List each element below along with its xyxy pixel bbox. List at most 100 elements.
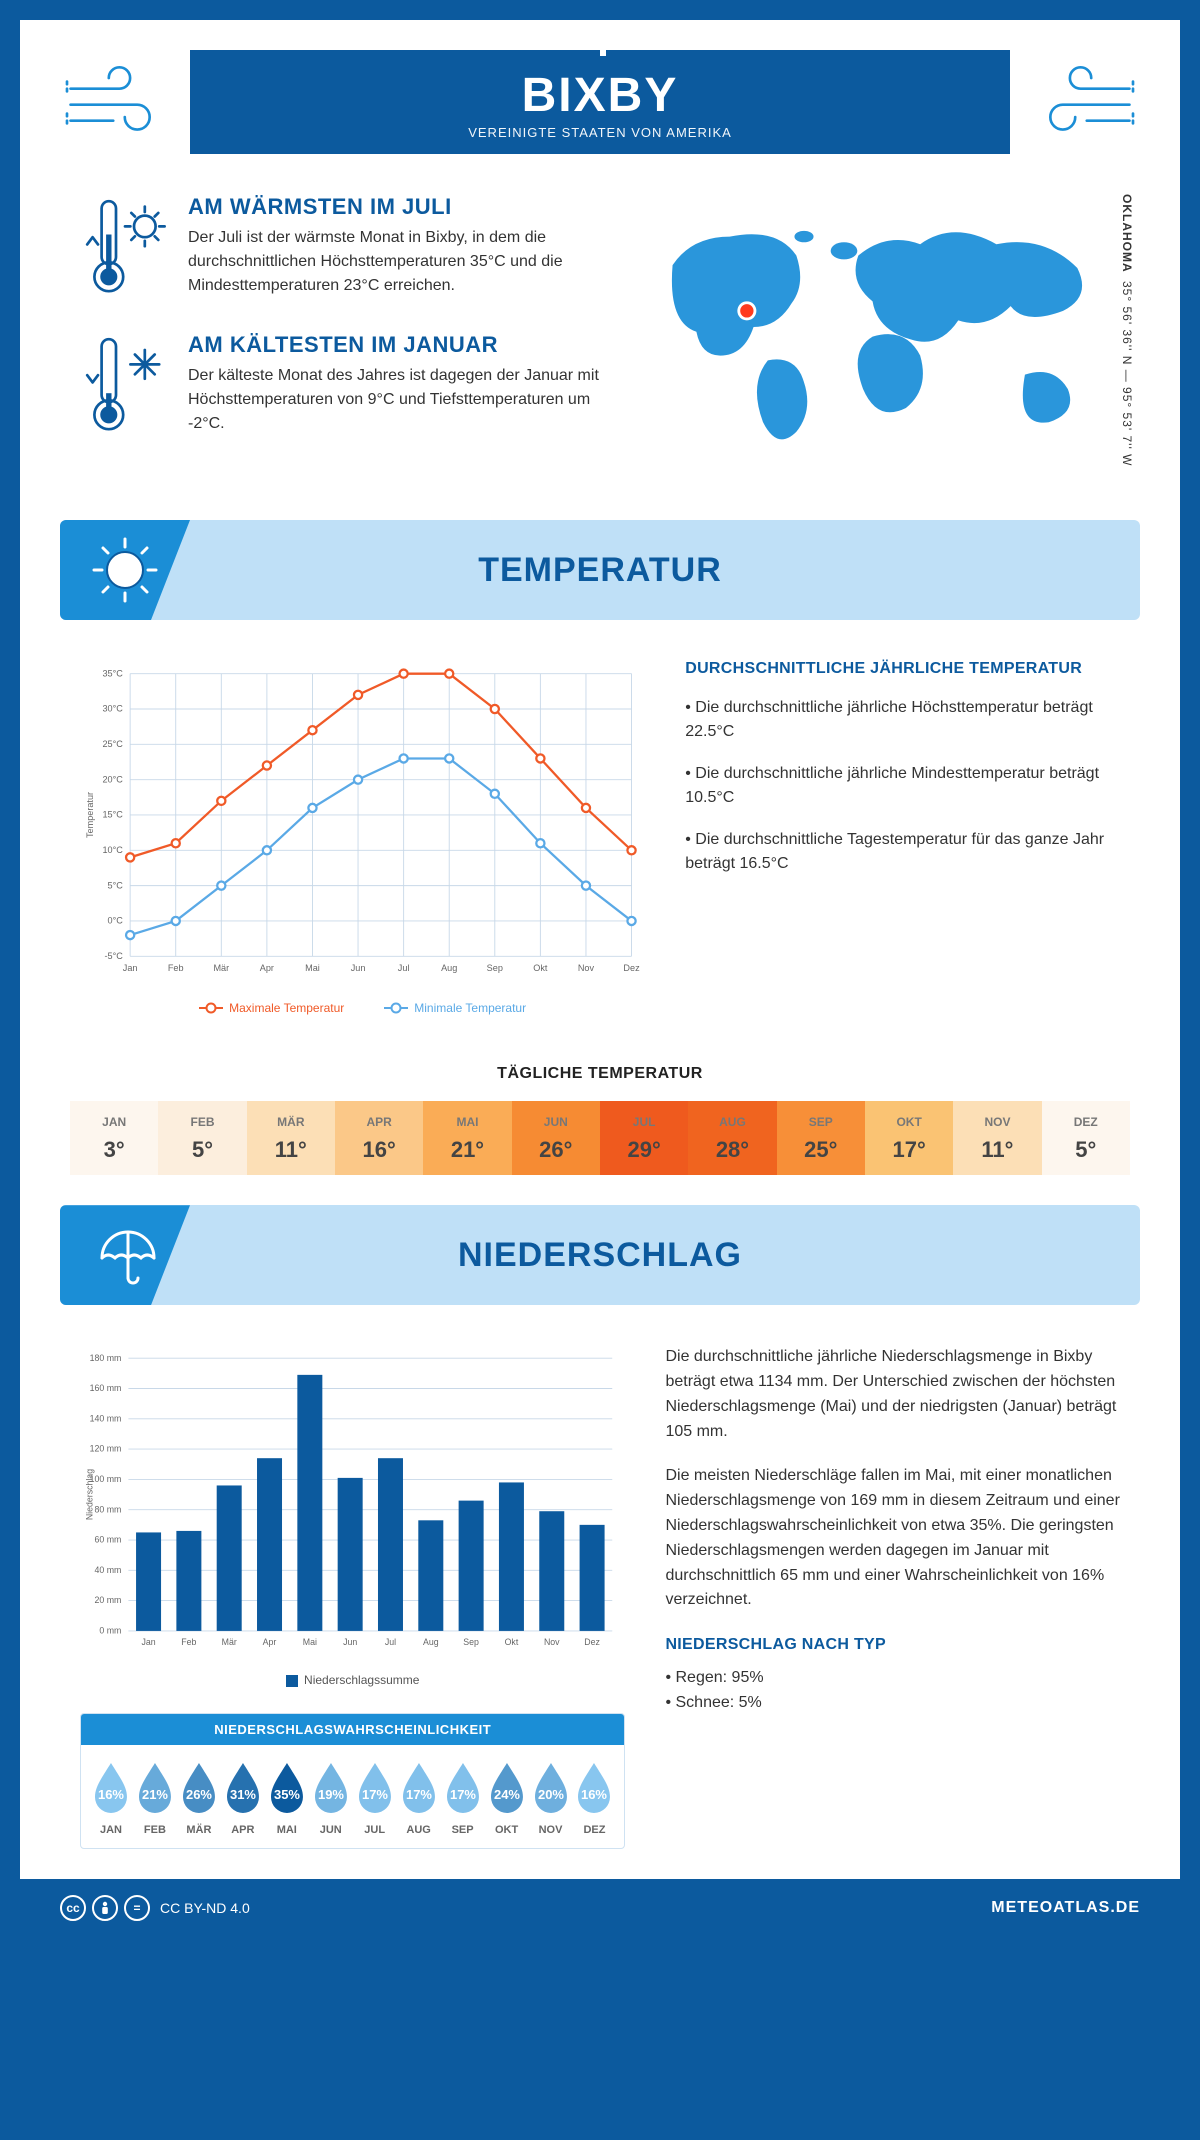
svg-text:180 mm: 180 mm	[90, 1353, 122, 1363]
svg-text:15°C: 15°C	[102, 810, 123, 820]
daily-temp-heatrow: JAN3°FEB5°MÄR11°APR16°MAI21°JUN26°JUL29°…	[70, 1101, 1130, 1175]
temp-chart-wrap: -5°C0°C5°C10°C15°C20°C25°C30°C35°CJanFeb…	[80, 660, 645, 1015]
temp-bullet-0: • Die durchschnittliche jährliche Höchst…	[685, 696, 1120, 744]
precip-prob-row: 16%JAN21%FEB26%MÄR31%APR35%MAI19%JUN17%J…	[81, 1745, 624, 1848]
svg-text:16%: 16%	[98, 1787, 124, 1802]
coordinates: OKLAHOMA 35° 56' 36'' N — 95° 53' 7'' W	[1120, 194, 1134, 470]
intro-row: AM WÄRMSTEN IM JULI Der Juli ist der wär…	[20, 154, 1180, 500]
svg-text:Nov: Nov	[578, 963, 595, 973]
svg-text:Jul: Jul	[398, 963, 410, 973]
by-icon	[92, 1895, 118, 1921]
heat-cell: AUG28°	[688, 1101, 776, 1175]
precip-left: 0 mm20 mm40 mm60 mm80 mm100 mm120 mm140 …	[80, 1345, 625, 1849]
svg-text:60 mm: 60 mm	[95, 1535, 122, 1545]
fact-warmest: AM WÄRMSTEN IM JULI Der Juli ist der wär…	[80, 194, 604, 302]
svg-text:Niederschlag: Niederschlag	[84, 1469, 94, 1520]
svg-text:Jun: Jun	[351, 963, 366, 973]
svg-text:40 mm: 40 mm	[95, 1565, 122, 1575]
license: cc = CC BY-ND 4.0	[60, 1895, 250, 1921]
precip-body: 0 mm20 mm40 mm60 mm80 mm100 mm120 mm140 …	[20, 1305, 1180, 1879]
prob-drop: 26%MÄR	[179, 1759, 219, 1836]
svg-text:10°C: 10°C	[102, 845, 123, 855]
svg-text:Sep: Sep	[487, 963, 503, 973]
nd-icon: =	[124, 1895, 150, 1921]
prob-drop: 19%JUN	[311, 1759, 351, 1836]
map-column: OKLAHOMA 35° 56' 36'' N — 95° 53' 7'' W	[644, 194, 1120, 470]
heat-cell: APR16°	[335, 1101, 423, 1175]
svg-text:26%: 26%	[186, 1787, 212, 1802]
prob-drop: 21%FEB	[135, 1759, 175, 1836]
legend-min: Minimale Temperatur	[384, 1001, 526, 1015]
precip-text: Die durchschnittliche jährliche Niedersc…	[665, 1345, 1120, 1715]
temperature-body: -5°C0°C5°C10°C15°C20°C25°C30°C35°CJanFeb…	[20, 620, 1180, 1035]
svg-text:20°C: 20°C	[102, 774, 123, 784]
world-map-icon	[644, 208, 1120, 456]
svg-text:17%: 17%	[406, 1787, 432, 1802]
fact-coldest: AM KÄLTESTEN IM JANUAR Der kälteste Mona…	[80, 332, 604, 440]
prob-drop: 17%AUG	[399, 1759, 439, 1836]
page-title: BIXBY	[210, 68, 990, 123]
svg-text:17%: 17%	[450, 1787, 476, 1802]
precip-bytype-1: • Schnee: 5%	[665, 1691, 1120, 1716]
fact-warmest-body: Der Juli ist der wärmste Monat in Bixby,…	[188, 226, 604, 298]
heat-cell: NOV11°	[953, 1101, 1041, 1175]
prob-drop: 16%DEZ	[574, 1759, 614, 1836]
precip-prob-box: NIEDERSCHLAGSWAHRSCHEINLICHKEIT 16%JAN21…	[80, 1713, 625, 1849]
banner-precip: NIEDERSCHLAG	[60, 1205, 1140, 1305]
svg-text:25°C: 25°C	[102, 739, 123, 749]
heat-cell: JUL29°	[600, 1101, 688, 1175]
wind-icon-right	[1030, 62, 1140, 142]
temperature-line-chart: -5°C0°C5°C10°C15°C20°C25°C30°C35°CJanFeb…	[80, 660, 645, 988]
cc-icon: cc	[60, 1895, 86, 1921]
precip-para-0: Die durchschnittliche jährliche Niedersc…	[665, 1345, 1120, 1444]
svg-text:Jan: Jan	[123, 963, 138, 973]
prob-drop: 24%OKT	[487, 1759, 527, 1836]
svg-text:Apr: Apr	[263, 1637, 277, 1647]
svg-text:Aug: Aug	[423, 1637, 439, 1647]
svg-text:160 mm: 160 mm	[90, 1383, 122, 1393]
heat-cell: JUN26°	[512, 1101, 600, 1175]
svg-text:80 mm: 80 mm	[95, 1505, 122, 1515]
prob-drop: 20%NOV	[531, 1759, 571, 1836]
svg-text:24%: 24%	[494, 1787, 520, 1802]
svg-text:Aug: Aug	[441, 963, 457, 973]
heat-cell: OKT17°	[865, 1101, 953, 1175]
svg-text:Jul: Jul	[385, 1637, 396, 1647]
svg-text:31%: 31%	[230, 1787, 256, 1802]
heat-cell: JAN3°	[70, 1101, 158, 1175]
heat-cell: DEZ5°	[1042, 1101, 1130, 1175]
svg-text:Nov: Nov	[544, 1637, 560, 1647]
banner-temperature-title: TEMPERATUR	[190, 551, 1140, 590]
precip-bar-chart: 0 mm20 mm40 mm60 mm80 mm100 mm120 mm140 …	[80, 1345, 625, 1662]
precip-legend: Niederschlagssumme	[80, 1673, 625, 1687]
svg-text:5°C: 5°C	[108, 880, 124, 890]
svg-text:30°C: 30°C	[102, 704, 123, 714]
svg-text:Jan: Jan	[141, 1637, 155, 1647]
svg-text:16%: 16%	[581, 1787, 607, 1802]
svg-text:20 mm: 20 mm	[95, 1595, 122, 1605]
svg-text:Apr: Apr	[260, 963, 274, 973]
coord-text: 35° 56' 36'' N — 95° 53' 7'' W	[1120, 281, 1134, 466]
coord-state: OKLAHOMA	[1120, 194, 1134, 273]
svg-text:Sep: Sep	[463, 1637, 479, 1647]
svg-text:35°C: 35°C	[102, 668, 123, 678]
header: BIXBY VEREINIGTE STAATEN VON AMERIKA	[20, 20, 1180, 154]
svg-text:Temperatur: Temperatur	[85, 792, 95, 838]
svg-text:Dez: Dez	[623, 963, 640, 973]
precip-bytype-title: NIEDERSCHLAG NACH TYP	[665, 1633, 1120, 1658]
svg-text:140 mm: 140 mm	[90, 1414, 122, 1424]
svg-text:35%: 35%	[274, 1787, 300, 1802]
page-subtitle: VEREINIGTE STAATEN VON AMERIKA	[210, 125, 990, 140]
temp-info: DURCHSCHNITTLICHE JÄHRLICHE TEMPERATUR •…	[685, 660, 1120, 1015]
precip-para-1: Die meisten Niederschläge fallen im Mai,…	[665, 1464, 1120, 1613]
heat-cell: MAI21°	[423, 1101, 511, 1175]
heat-cell: MÄR11°	[247, 1101, 335, 1175]
facts-column: AM WÄRMSTEN IM JULI Der Juli ist der wär…	[80, 194, 604, 470]
prob-drop: 31%APR	[223, 1759, 263, 1836]
svg-text:Mär: Mär	[213, 963, 229, 973]
banner-temperature: TEMPERATUR	[60, 520, 1140, 620]
cc-icons: cc =	[60, 1895, 150, 1921]
temp-info-title: DURCHSCHNITTLICHE JÄHRLICHE TEMPERATUR	[685, 660, 1120, 678]
svg-text:Dez: Dez	[584, 1637, 600, 1647]
svg-text:Okt: Okt	[533, 963, 548, 973]
